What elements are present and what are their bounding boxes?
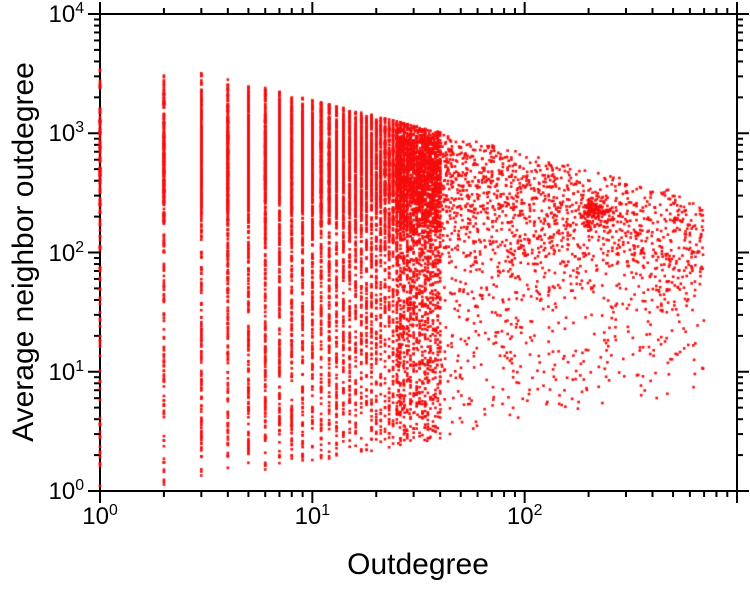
y-tick-label: 104: [48, 0, 84, 28]
y-tick-label: 101: [48, 357, 84, 386]
y-tick-label: 100: [48, 477, 84, 505]
y-tick-label: 102: [48, 238, 84, 267]
x-axis-title: Outdegree: [347, 548, 489, 581]
y-tick-label: 103: [48, 119, 84, 148]
x-tick-label: 102: [506, 502, 543, 530]
x-tick-label: 100: [82, 502, 118, 530]
x-tick-label: 101: [294, 502, 331, 530]
